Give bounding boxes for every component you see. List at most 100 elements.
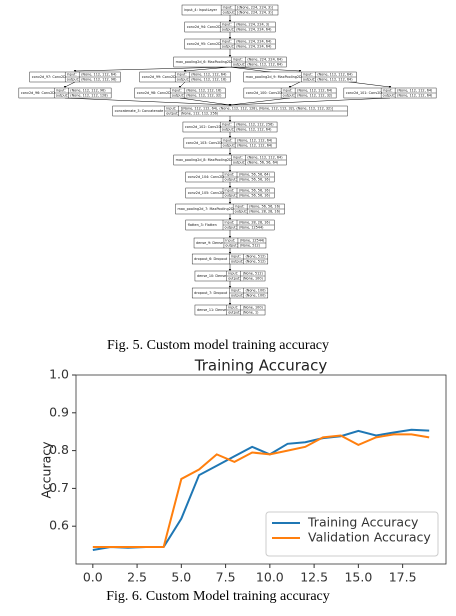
- node-output: (None, 112, 112, 16): [191, 77, 227, 81]
- node-output: (None, 224, 224, 64): [236, 27, 272, 31]
- legend-label: Validation Accuracy: [308, 530, 431, 545]
- port-label: output:: [172, 93, 184, 97]
- node-output: (None, 112, 112, 64): [247, 62, 283, 66]
- arrow-head: [228, 303, 232, 305]
- node-label: conv2d_98: Conv2D: [137, 91, 171, 95]
- node-label: dropout_7: Dropout: [194, 291, 228, 295]
- diagram-edge: [229, 97, 391, 106]
- node-input: (None, 112, 112, 64): [191, 73, 227, 77]
- node-output: (None, 512): [240, 243, 261, 247]
- port-label: input:: [228, 272, 238, 276]
- node-input: (None, 512): [245, 255, 266, 259]
- node-input: (None, 112, 112, 96): [70, 89, 106, 93]
- node-output: [(None, 224, 224, 3)]: [237, 10, 273, 14]
- port-label: input:: [231, 255, 241, 259]
- node-label: max_pooling2d_8: MaxPooling2D: [176, 158, 232, 162]
- x-tick-label: 0.0: [83, 570, 103, 585]
- port-label: output:: [222, 44, 234, 48]
- node-input: (None, 112, 112, 64): [317, 73, 353, 77]
- port-label: output:: [383, 93, 395, 97]
- node-label: flatten_3: Flatten: [188, 223, 217, 227]
- node-input: (None, 224, 224, 3): [236, 23, 270, 27]
- arrow-head: [228, 120, 232, 122]
- node-input: (None, 224, 224, 64): [236, 40, 272, 44]
- node-input: (None, 112, 112, 16): [186, 89, 222, 93]
- node-output: (None, 224, 224, 64): [236, 44, 272, 48]
- port-label: output:: [228, 310, 240, 314]
- node-label: conv2d_102: Conv2D: [185, 125, 222, 129]
- node-output: (None, 112, 112, 64): [237, 143, 273, 147]
- port-label: input:: [225, 173, 235, 177]
- port-label: input:: [225, 221, 235, 225]
- node-label: max_pooling2d_7: MaxPooling2D: [178, 207, 234, 211]
- node-input: (None, 56, 56, 16): [249, 205, 281, 209]
- x-tick-label: 15.0: [344, 570, 372, 585]
- node-input: (None, 224, 224, 64): [247, 58, 283, 62]
- port-label: output:: [56, 93, 68, 97]
- arrow-head: [228, 104, 232, 106]
- node-input: (None, 12544): [240, 239, 265, 243]
- x-tick-label: 17.5: [389, 570, 417, 585]
- port-label: input:: [172, 89, 182, 93]
- node-output: (None, 56, 56, 64): [247, 160, 279, 164]
- arrow-head: [178, 86, 182, 88]
- port-label: input:: [225, 189, 235, 193]
- port-label: output:: [303, 77, 315, 81]
- node-output: (None, 100): [245, 293, 266, 297]
- port-label: output:: [283, 93, 295, 97]
- port-label: input:: [225, 239, 235, 243]
- node-label: conv2d_96: Conv2D: [21, 91, 55, 95]
- diagram-edge: [229, 97, 291, 106]
- arrow-head: [228, 202, 232, 204]
- node-output: (None, 112, 112, 64): [317, 77, 353, 81]
- y-tick-label: 1.0: [49, 367, 69, 382]
- legend-label: Training Accuracy: [307, 515, 419, 530]
- port-label: input:: [383, 89, 393, 93]
- node-input: (None, 112, 112, 64): [237, 139, 273, 143]
- port-label: output:: [225, 243, 237, 247]
- port-label: output:: [231, 293, 243, 297]
- arrow-head: [228, 20, 232, 22]
- port-label: output:: [223, 143, 235, 147]
- node-output: (None, 112, 112, 128): [70, 93, 108, 97]
- port-label: output:: [231, 259, 243, 263]
- node-label: max_pooling2d_9: MaxPooling2D: [246, 75, 302, 79]
- port-label: input:: [177, 73, 187, 77]
- diagram-edge: [229, 66, 301, 72]
- port-label: input:: [231, 289, 241, 293]
- node-input: (None, 112, 112, 64): [247, 156, 283, 160]
- node-label: conv2d_103: Conv2D: [186, 141, 223, 145]
- node-output: (None, 112, 112, 64): [397, 93, 433, 97]
- y-tick-label: 0.7: [49, 480, 69, 495]
- node-output: (None, 1): [243, 310, 259, 314]
- port-label: input:: [235, 205, 245, 209]
- port-label: input:: [303, 73, 313, 77]
- node-input: [(None, 112, 112, 64), (None, 112, 112, …: [181, 107, 334, 111]
- node-label: conv2d_94: Conv2D: [187, 25, 221, 29]
- plot-frame: [75, 374, 447, 565]
- arrow-head: [63, 86, 67, 88]
- port-label: output:: [225, 177, 237, 181]
- node-label: dropout_6: Dropout: [194, 257, 228, 261]
- port-label: output:: [233, 62, 245, 66]
- port-label: output:: [177, 77, 189, 81]
- node-input: [(None, 224, 224, 3)]: [237, 6, 273, 10]
- node-output: (None, 12544): [239, 225, 264, 229]
- arrow-head: [228, 37, 232, 39]
- arrow-head: [228, 236, 232, 238]
- node-output: (None, 56, 56, 16): [239, 177, 271, 181]
- node-label: dense_11: Dense: [197, 308, 226, 312]
- arrow-head: [183, 70, 187, 72]
- port-label: input:: [222, 40, 232, 44]
- port-label: input:: [228, 306, 238, 310]
- node-label: conv2d_95: Conv2D: [187, 42, 221, 46]
- node-input: (None, 28, 28, 16): [239, 221, 271, 225]
- arrow-head: [228, 286, 232, 288]
- x-tick-label: 5.0: [171, 570, 191, 585]
- port-label: input:: [233, 156, 243, 160]
- y-tick-label: 0.6: [49, 518, 69, 533]
- node-output: (None, 112, 112, 256): [181, 111, 219, 115]
- y-tick-label: 0.9: [49, 404, 69, 419]
